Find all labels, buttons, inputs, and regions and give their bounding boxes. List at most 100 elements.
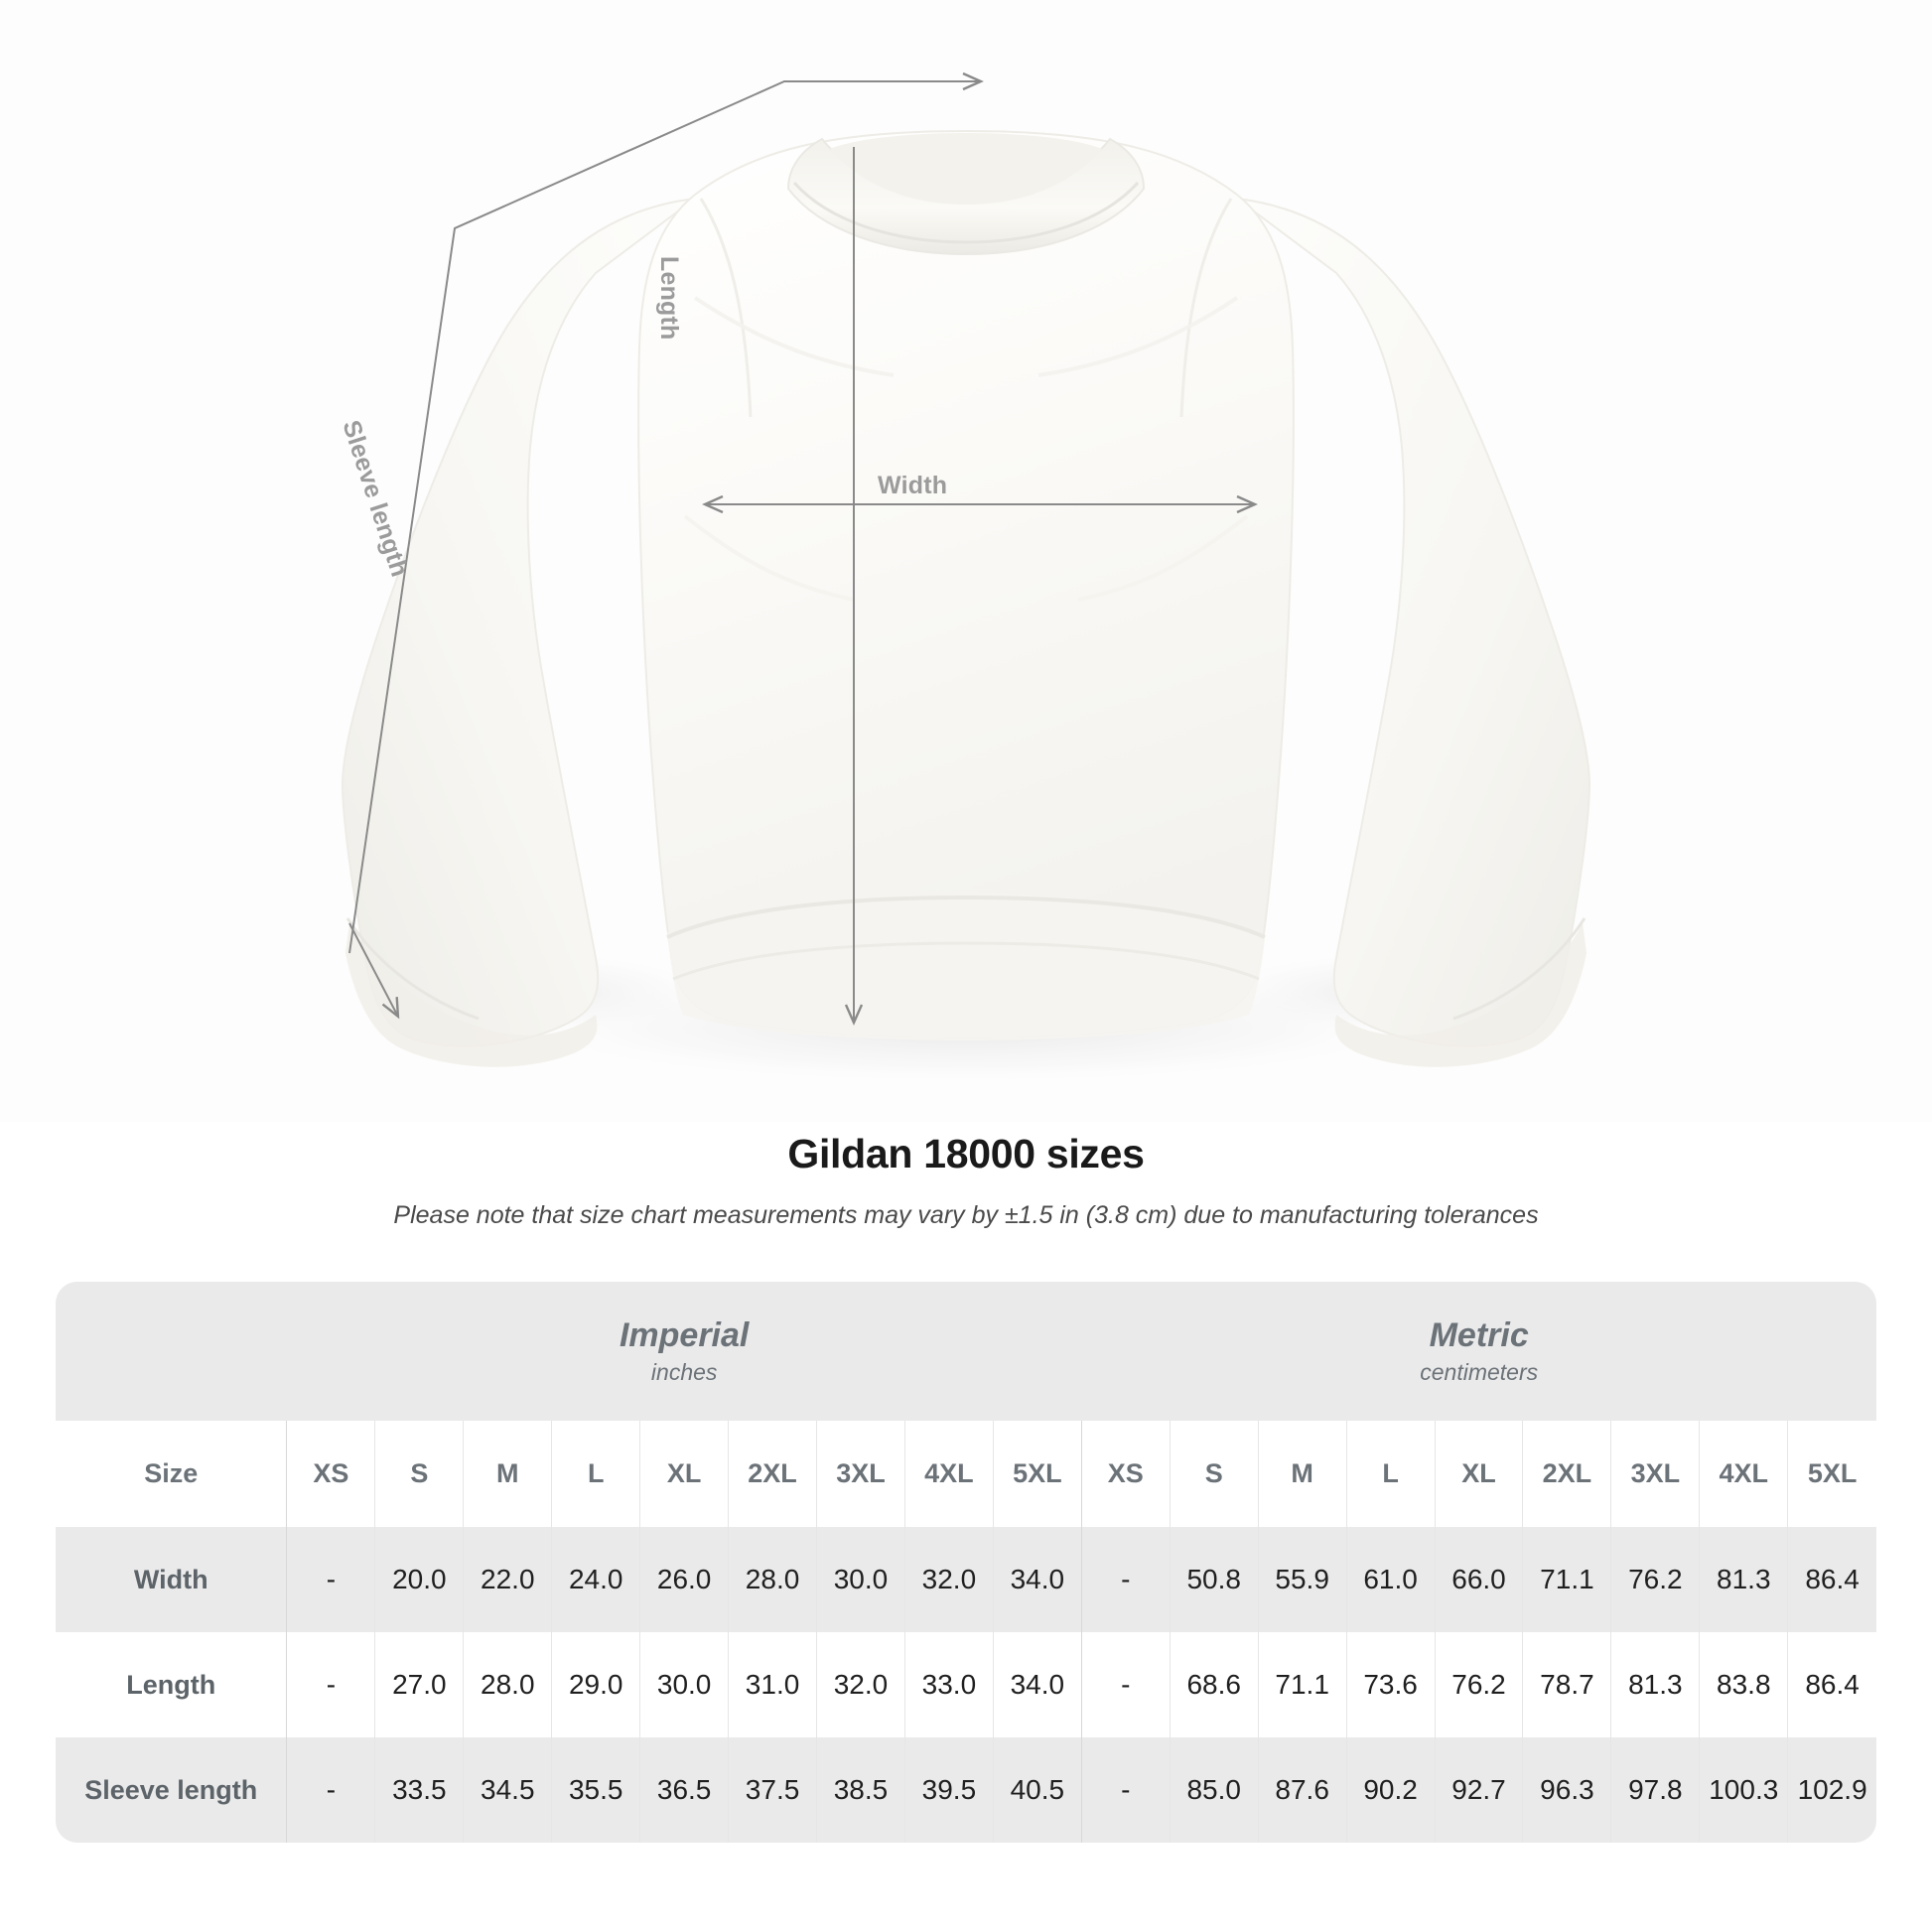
tolerance-note: Please note that size chart measurements…: [393, 1201, 1539, 1230]
size-col-imperial-m: M: [463, 1421, 553, 1527]
size-col-imperial-2xl: 2XL: [728, 1421, 818, 1527]
size-col-imperial-xl: XL: [639, 1421, 730, 1527]
unit-header-metric: Metric centimeters: [1081, 1282, 1876, 1421]
size-col-metric-2xl: 2XL: [1522, 1421, 1612, 1527]
unit-header-row: Imperial inches Metric centimeters: [56, 1282, 1876, 1421]
cell-width-met-s: 50.8: [1170, 1527, 1259, 1632]
size-col-metric-xl: XL: [1435, 1421, 1524, 1527]
size-col-metric-s: S: [1170, 1421, 1259, 1527]
size-col-metric-l: L: [1346, 1421, 1436, 1527]
width-label: Width: [878, 472, 948, 499]
cell-length-met-xs: -: [1081, 1632, 1171, 1737]
row-label-sleeve-length: Sleeve length: [56, 1737, 288, 1843]
size-header-label: Size: [56, 1421, 288, 1527]
cell-sleeve-met-m: 87.6: [1258, 1737, 1347, 1843]
cell-sleeve-met-3xl: 97.8: [1610, 1737, 1701, 1843]
cell-width-met-3xl: 76.2: [1610, 1527, 1701, 1632]
size-col-metric-4xl: 4XL: [1699, 1421, 1789, 1527]
cell-width-met-l: 61.0: [1346, 1527, 1436, 1632]
cell-width-imp-xs: -: [286, 1527, 376, 1632]
cell-width-met-xl: 66.0: [1435, 1527, 1524, 1632]
cell-width-met-5xl: 86.4: [1787, 1527, 1876, 1632]
sleeve-arrow-bottom: [348, 922, 400, 1020]
size-col-imperial-s: S: [374, 1421, 465, 1527]
cell-length-met-xl: 76.2: [1435, 1632, 1524, 1737]
cell-sleeve-met-4xl: 100.3: [1699, 1737, 1789, 1843]
cell-sleeve-imp-xl: 36.5: [639, 1737, 730, 1843]
unit-name-imperial: Imperial: [619, 1315, 750, 1354]
measurement-guides: [348, 71, 1258, 1026]
unit-header-spacer: [56, 1282, 287, 1421]
cell-sleeve-imp-l: 35.5: [551, 1737, 641, 1843]
cell-width-imp-l: 24.0: [551, 1527, 641, 1632]
size-col-metric-m: M: [1258, 1421, 1347, 1527]
cell-length-imp-3xl: 32.0: [816, 1632, 905, 1737]
cell-length-met-s: 68.6: [1170, 1632, 1259, 1737]
cell-sleeve-imp-xs: -: [286, 1737, 376, 1843]
cell-sleeve-met-xl: 92.7: [1435, 1737, 1524, 1843]
size-col-metric-3xl: 3XL: [1610, 1421, 1701, 1527]
cell-width-imp-4xl: 32.0: [904, 1527, 994, 1632]
cell-length-imp-5xl: 34.0: [993, 1632, 1082, 1737]
cell-width-met-xs: -: [1081, 1527, 1171, 1632]
cell-width-imp-m: 22.0: [463, 1527, 553, 1632]
cell-length-met-3xl: 81.3: [1610, 1632, 1701, 1737]
size-col-imperial-4xl: 4XL: [904, 1421, 994, 1527]
cell-sleeve-met-5xl: 102.9: [1787, 1737, 1876, 1843]
cell-width-imp-xl: 26.0: [639, 1527, 730, 1632]
size-col-metric-5xl: 5XL: [1787, 1421, 1876, 1527]
size-chart-table: Imperial inches Metric centimeters Size …: [56, 1282, 1876, 1843]
cell-sleeve-imp-3xl: 38.5: [816, 1737, 905, 1843]
size-col-metric-xs: XS: [1081, 1421, 1171, 1527]
cell-width-imp-5xl: 34.0: [993, 1527, 1082, 1632]
table-row-length: Length - 27.0 28.0 29.0 30.0 31.0 32.0 3…: [56, 1632, 1876, 1737]
cell-length-met-4xl: 83.8: [1699, 1632, 1789, 1737]
cell-width-met-m: 55.9: [1258, 1527, 1347, 1632]
cell-sleeve-imp-m: 34.5: [463, 1737, 553, 1843]
unit-name-metric: Metric: [1429, 1315, 1529, 1354]
cell-length-met-l: 73.6: [1346, 1632, 1436, 1737]
cell-width-met-4xl: 81.3: [1699, 1527, 1789, 1632]
sleeve-measure-line: [348, 80, 973, 954]
size-table: Imperial inches Metric centimeters Size …: [56, 1282, 1876, 1843]
cell-sleeve-imp-2xl: 37.5: [728, 1737, 818, 1843]
cell-length-imp-2xl: 31.0: [728, 1632, 818, 1737]
cell-length-met-m: 71.1: [1258, 1632, 1347, 1737]
page-title: Gildan 18000 sizes: [787, 1131, 1145, 1176]
size-col-imperial-xs: XS: [286, 1421, 376, 1527]
cell-length-imp-xs: -: [286, 1632, 376, 1737]
cell-length-imp-s: 27.0: [374, 1632, 465, 1737]
unit-header-imperial: Imperial inches: [286, 1282, 1082, 1421]
length-label: Length: [655, 256, 683, 341]
cell-width-imp-s: 20.0: [374, 1527, 465, 1632]
cell-width-met-2xl: 71.1: [1522, 1527, 1612, 1632]
cell-sleeve-imp-4xl: 39.5: [904, 1737, 994, 1843]
table-row-width: Width - 20.0 22.0 24.0 26.0 28.0 30.0 32…: [56, 1527, 1876, 1632]
unit-sub-metric: centimeters: [1420, 1359, 1539, 1386]
size-col-imperial-5xl: 5XL: [993, 1421, 1082, 1527]
cell-length-met-5xl: 86.4: [1787, 1632, 1876, 1737]
cell-sleeve-met-xs: -: [1081, 1737, 1171, 1843]
cell-width-imp-3xl: 30.0: [816, 1527, 905, 1632]
size-col-imperial-l: L: [551, 1421, 641, 1527]
table-row-sleeve-length: Sleeve length - 33.5 34.5 35.5 36.5 37.5…: [56, 1737, 1876, 1843]
cell-length-met-2xl: 78.7: [1522, 1632, 1612, 1737]
cell-length-imp-l: 29.0: [551, 1632, 641, 1737]
cell-length-imp-xl: 30.0: [639, 1632, 730, 1737]
size-col-imperial-3xl: 3XL: [816, 1421, 905, 1527]
cell-sleeve-imp-5xl: 40.5: [993, 1737, 1082, 1843]
size-header-row: Size XS S M L XL 2XL 3XL 4XL 5XL XS S M …: [56, 1421, 1876, 1527]
cell-sleeve-met-l: 90.2: [1346, 1737, 1436, 1843]
cell-width-imp-2xl: 28.0: [728, 1527, 818, 1632]
cell-sleeve-imp-s: 33.5: [374, 1737, 465, 1843]
cell-sleeve-met-s: 85.0: [1170, 1737, 1259, 1843]
row-label-length: Length: [56, 1632, 288, 1737]
cell-length-imp-4xl: 33.0: [904, 1632, 994, 1737]
unit-sub-imperial: inches: [650, 1359, 718, 1386]
row-label-width: Width: [56, 1527, 288, 1632]
cell-sleeve-met-2xl: 96.3: [1522, 1737, 1612, 1843]
chart-caption: Gildan 18000 sizes Please note that size…: [0, 1131, 1932, 1230]
cell-length-imp-m: 28.0: [463, 1632, 553, 1737]
product-illustration: Width Length Sleeve length: [337, 71, 1591, 1085]
sweatshirt-graphic: [341, 129, 1591, 1085]
